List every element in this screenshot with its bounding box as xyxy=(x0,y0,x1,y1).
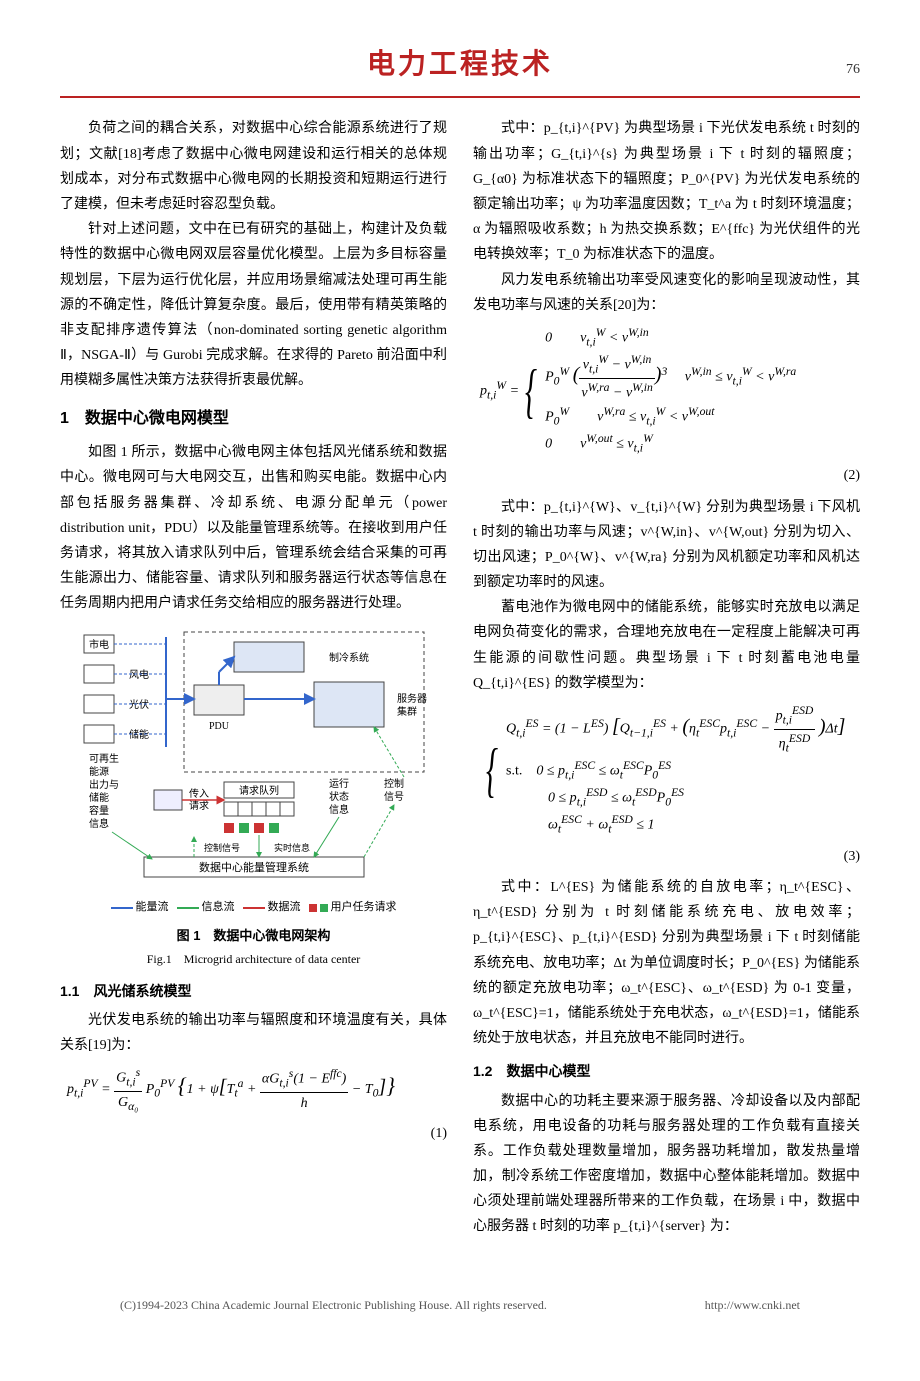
para: 针对上述问题，文中在已有研究的基础上，构建计及负载特性的数据中心微电网双层容量优… xyxy=(60,217,447,393)
eq-number: (1) xyxy=(413,1121,447,1146)
journal-title: 电力工程技术 xyxy=(90,40,830,90)
svg-text:传入: 传入 xyxy=(189,788,209,800)
eq-number: (2) xyxy=(826,463,860,488)
svg-text:实时信息: 实时信息 xyxy=(274,842,310,853)
svg-text:运行: 运行 xyxy=(329,777,349,790)
svg-text:控制: 控制 xyxy=(384,777,404,790)
right-column: 式中：p_{t,i}^{PV} 为典型场景 i 下光伏发电系统 t 时刻的输出功… xyxy=(473,116,860,1239)
para: 负荷之间的耦合关系，对数据中心综合能源系统进行了规划；文献[18]考虑了数据中心… xyxy=(60,116,447,217)
svg-text:制冷系统: 制冷系统 xyxy=(329,651,369,664)
svg-text:容量: 容量 xyxy=(89,804,109,817)
svg-text:储能: 储能 xyxy=(89,791,109,804)
svg-text:数据中心能量管理系统: 数据中心能量管理系统 xyxy=(199,860,309,874)
svg-text:服务器: 服务器 xyxy=(397,692,427,705)
eq-number: (3) xyxy=(826,844,860,869)
para: 数据中心的功耗主要来源于服务器、冷却设备以及内部配电系统，用电设备的功耗与服务器… xyxy=(473,1089,860,1240)
svg-text:可再生: 可再生 xyxy=(89,752,119,765)
equation-2: pt,iW = { 0 vt,iW < vW,in P0W (vt,iW − v… xyxy=(473,324,860,457)
equation-1: pt,iPV = Gt,isGα₀ P0PV {1 + ψ[Tta + αGt,… xyxy=(60,1064,447,1115)
para: 式中：p_{t,i}^{W}、v_{t,i}^{W} 分别为典型场景 i 下风机… xyxy=(473,495,860,596)
para: 式中：L^{ES} 为储能系统的自放电率；η_t^{ESC}、η_t^{ESD}… xyxy=(473,875,860,1051)
section-heading: 1 数据中心微电网模型 xyxy=(60,405,447,434)
para: 蓄电池作为微电网中的储能系统，能够实时充放电以满足电网负荷变化的需求，合理地充放… xyxy=(473,595,860,696)
svg-text:状态: 状态 xyxy=(329,790,349,803)
svg-text:控制信号: 控制信号 xyxy=(204,842,240,853)
para: 如图 1 所示，数据中心微电网主体包括风光储系统和数据中心。微电网可与大电网交互… xyxy=(60,440,447,616)
svg-text:出力与: 出力与 xyxy=(89,778,119,791)
svg-text:信息: 信息 xyxy=(329,803,349,816)
figure-legend: 能量流 信息流 数据流 用户任务请求 xyxy=(74,898,434,918)
left-column: 负荷之间的耦合关系，对数据中心综合能源系统进行了规划；文献[18]考虑了数据中心… xyxy=(60,116,447,1239)
equation-3: { Qt,iES = (1 − LES) [Qt−1,iES + (ηtESCp… xyxy=(473,702,860,838)
para: 风力发电系统输出功率受风速变化的影响呈现波动性，其发电功率与风速的关系[20]为… xyxy=(473,268,860,318)
subsection-heading: 1.1 风光储系统模型 xyxy=(60,979,447,1004)
figure-caption-cn: 图 1 数据中心微电网架构 xyxy=(60,924,447,947)
para: 光伏发电系统的输出功率与辐照度和环境温度有关，具体关系[19]为： xyxy=(60,1008,447,1058)
microgrid-diagram: 市电 风电 光伏 储能 制冷系统 xyxy=(74,627,434,887)
svg-text:信号: 信号 xyxy=(384,791,404,803)
svg-text:请求: 请求 xyxy=(189,799,209,812)
subsection-heading: 1.2 数据中心模型 xyxy=(473,1059,860,1084)
svg-text:信息: 信息 xyxy=(89,817,109,830)
para: 式中：p_{t,i}^{PV} 为典型场景 i 下光伏发电系统 t 时刻的输出功… xyxy=(473,116,860,267)
page-footer: (C)1994-2023 China Academic Journal Elec… xyxy=(60,1295,860,1317)
svg-text:请求队列: 请求队列 xyxy=(239,784,279,797)
page-header: 电力工程技术 76 xyxy=(60,40,860,98)
svg-text:集群: 集群 xyxy=(397,705,417,718)
figure-caption-en: Fig.1 Microgrid architecture of data cen… xyxy=(60,949,447,971)
svg-text:市电: 市电 xyxy=(89,638,109,651)
figure-1: 市电 风电 光伏 储能 制冷系统 xyxy=(60,625,447,971)
svg-text:PDU: PDU xyxy=(208,721,229,732)
page-number: 76 xyxy=(830,57,860,82)
svg-text:能源: 能源 xyxy=(89,765,109,778)
footer-copyright: (C)1994-2023 China Academic Journal Elec… xyxy=(120,1295,547,1317)
footer-url: http://www.cnki.net xyxy=(705,1295,800,1317)
